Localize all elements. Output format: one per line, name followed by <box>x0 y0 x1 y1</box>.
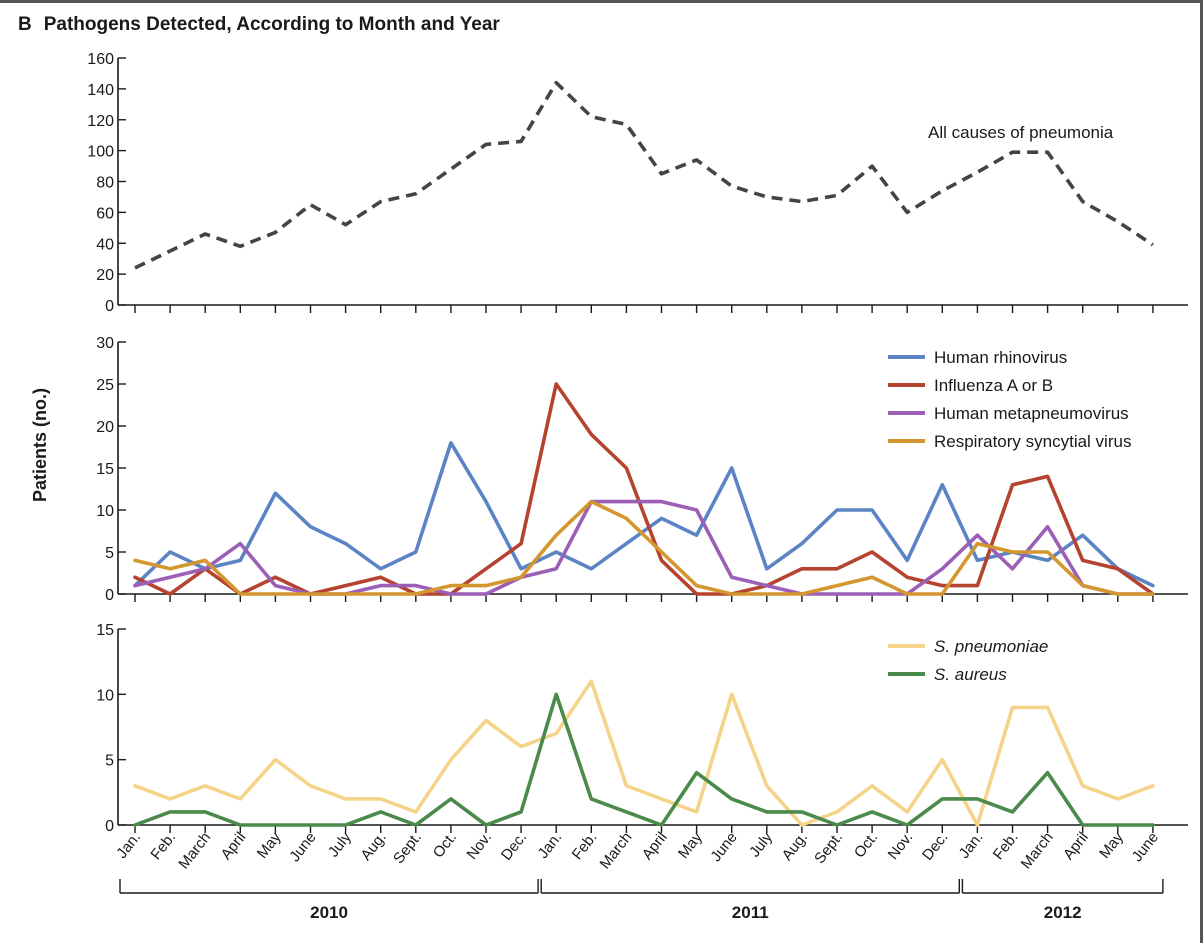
x-tick-label: April <box>1060 829 1092 863</box>
y-tick-label: 100 <box>87 144 114 161</box>
x-tick-label: Feb. <box>990 829 1022 863</box>
x-tick-label: June <box>286 829 319 865</box>
year-bracket-2011: 2011 <box>540 879 960 922</box>
x-tick-label: June <box>707 829 740 865</box>
x-tick-label: March <box>596 829 635 872</box>
legend: Human rhinovirus Influenza A or B Human me… <box>888 348 1131 451</box>
y-tick-label: 10 <box>96 503 114 520</box>
legend-entry: Respiratory syncytial virus <box>934 432 1131 451</box>
y-tick-label: 15 <box>96 461 114 478</box>
y-tick-label: 20 <box>96 267 114 284</box>
legend-entry: S. aureus <box>934 665 1007 684</box>
chart-title: B Pathogens Detected, According to Month … <box>18 14 500 36</box>
y-tick-label: 160 <box>87 51 114 68</box>
year-bracket-2012: 2012 <box>961 879 1164 922</box>
legend: S. pneumoniae S. aureus <box>888 637 1048 684</box>
series-line-respiratory-syncytial-virus <box>133 499 1155 596</box>
x-tick-label: Feb. <box>147 829 179 863</box>
y-tick-label: 40 <box>96 236 114 253</box>
x-tick-label: July <box>325 829 355 861</box>
x-tick-label: Oct. <box>430 829 460 861</box>
x-tick-label: Sept. <box>390 829 425 867</box>
y-tick-label: 5 <box>105 545 114 562</box>
x-tick-label: Jan. <box>113 829 144 862</box>
x-tick-label: Oct. <box>851 829 881 861</box>
x-tick-label: April <box>218 829 250 863</box>
x-tick-label: Nov. <box>463 829 495 863</box>
panel-1: 0 20 40 60 80 100 120 140 160 All causes of pneum… <box>87 51 1188 315</box>
y-tick-label: 0 <box>105 818 114 835</box>
x-tick-label: Dec. <box>498 829 530 864</box>
x-tick-label: Jan. <box>956 829 987 862</box>
y-tick-label: 20 <box>96 419 114 436</box>
y-tick-label: 120 <box>87 113 114 130</box>
panel-letter: B <box>18 14 32 35</box>
y-tick-label: 140 <box>87 82 114 99</box>
y-tick-label: 15 <box>96 622 114 639</box>
panel-3: 0 5 10 15 S. pneumoniae S. aureus <box>96 622 1188 835</box>
year-label: 2010 <box>310 903 348 922</box>
year-label: 2012 <box>1044 903 1082 922</box>
y-axis-label: Patients (no.) <box>30 388 50 502</box>
legend-entry: S. pneumoniae <box>934 637 1048 656</box>
series-label-all-causes-of-pneumonia: All causes of pneumonia <box>928 123 1114 142</box>
y-tick-label: 30 <box>96 335 114 352</box>
y-tick-label: 80 <box>96 175 114 192</box>
x-tick-label: May <box>1096 829 1127 862</box>
series-line-s-pneumoniae <box>133 679 1155 827</box>
series-line-all-causes-of-pneumonia <box>134 80 1154 270</box>
x-tick-label: March <box>1018 829 1057 872</box>
x-tick-label: Sept. <box>811 829 846 867</box>
x-tick-label: Dec. <box>919 829 951 864</box>
x-axis: Jan. Feb.March April May June July Aug. Sept. Oc… <box>113 829 1164 922</box>
y-tick-label: 25 <box>96 377 114 394</box>
x-tick-label: April <box>639 829 671 863</box>
series-line-human-rhinovirus <box>133 440 1155 588</box>
x-tick-label: March <box>175 829 214 872</box>
y-tick-label: 0 <box>105 298 114 315</box>
legend-entry: Influenza A or B <box>934 376 1053 395</box>
x-tick-label: Jan. <box>534 829 565 862</box>
y-tick-label: 5 <box>105 753 114 770</box>
x-tick-label: June <box>1129 829 1162 865</box>
legend-entry: Human metapneumovirus <box>934 404 1129 423</box>
year-label: 2011 <box>732 903 769 922</box>
x-tick-label: May <box>254 829 285 862</box>
x-tick-label: July <box>746 829 776 861</box>
legend-entry: Human rhinovirus <box>934 348 1067 367</box>
x-tick-label: Nov. <box>885 829 917 863</box>
y-tick-label: 0 <box>105 587 114 604</box>
y-tick-label: 10 <box>96 687 114 704</box>
panel-2: 0 5 10 15 20 25 30 Human rhinovirus Influenza A … <box>96 335 1188 604</box>
series-line-s-aureus <box>133 692 1155 827</box>
y-tick-label: 60 <box>96 205 114 222</box>
x-tick-label: Feb. <box>569 829 601 863</box>
x-tick-label: May <box>675 829 706 862</box>
title-text: Pathogens Detected, According to Month a… <box>43 14 500 35</box>
x-tick-label: Aug. <box>779 829 811 864</box>
year-bracket-2010: 2010 <box>119 879 539 922</box>
x-tick-label: Aug. <box>357 829 389 864</box>
